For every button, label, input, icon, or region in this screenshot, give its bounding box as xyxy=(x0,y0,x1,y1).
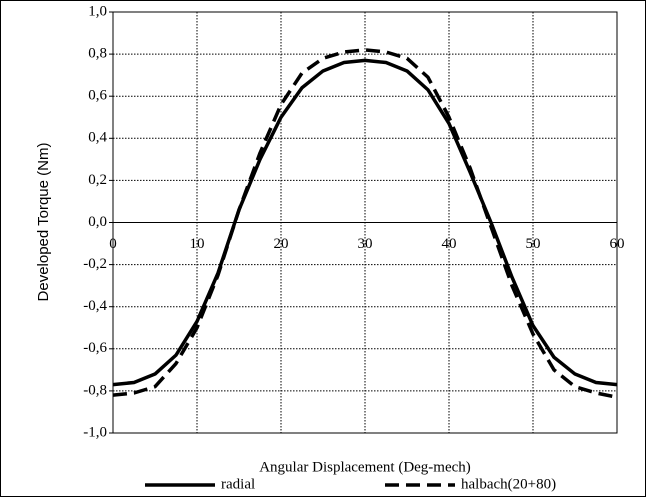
x-tick-label: 20 xyxy=(274,236,289,252)
y-tick-label: 1,0 xyxy=(88,3,107,19)
series-line xyxy=(112,48,618,399)
y-tick-label: 0,4 xyxy=(88,130,107,146)
y-tick-label: -0,8 xyxy=(83,382,107,398)
x-axis-title: Angular Displacement (Deg-mech) xyxy=(259,459,471,475)
y-tick-label: -0,2 xyxy=(83,256,107,272)
y-tick-label: 0,0 xyxy=(88,214,107,230)
y-tick-label: -0,6 xyxy=(83,340,107,356)
y-tick-label: 0,2 xyxy=(88,172,107,188)
y-tick-label: 0,6 xyxy=(88,88,107,104)
x-tick-label: 50 xyxy=(526,236,541,252)
y-tick-label: -1,0 xyxy=(83,424,107,440)
y-axis-title: Developed Torque (Nm) xyxy=(35,143,52,302)
legend-label: halbach(20+80) xyxy=(461,476,556,492)
series-line xyxy=(112,58,618,387)
x-tick-label: 30 xyxy=(358,236,373,252)
legend-label: radial xyxy=(221,476,255,492)
x-tick-label: 10 xyxy=(190,236,205,252)
y-tick-label: 0,8 xyxy=(88,46,107,62)
x-tick-label: 40 xyxy=(442,236,457,252)
y-tick-label: -0,4 xyxy=(83,298,107,314)
